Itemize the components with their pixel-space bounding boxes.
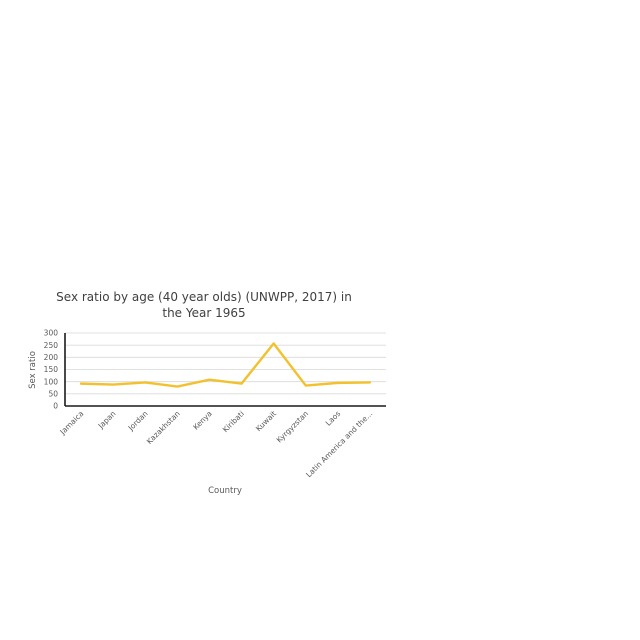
x-tick-label: Jordan: [126, 409, 150, 433]
x-tick-label: Latin America and the...: [304, 409, 374, 479]
y-tick-label: 100: [44, 377, 59, 386]
gridlines: [65, 332, 386, 395]
x-tick-label: Kazakhstan: [145, 409, 182, 446]
y-tick-label: 300: [44, 329, 59, 338]
y-axis-ticks: 0 50 100 150 200 250 300: [44, 329, 59, 411]
y-tick-label: 0: [53, 402, 58, 411]
x-tick-label: Kuwait: [254, 409, 278, 433]
x-tick-label: Laos: [324, 409, 343, 428]
chart-title-line-1: Sex ratio by age (40 year olds) (UNWPP, …: [56, 290, 352, 304]
chart-title-line-2: the Year 1965: [162, 306, 245, 320]
series-line: [79, 342, 372, 388]
y-tick-label: 50: [48, 389, 58, 398]
x-tick-label: Kenya: [191, 409, 214, 432]
y-tick-label: 200: [44, 353, 59, 362]
x-tick-label: Japan: [96, 409, 118, 431]
x-tick-label: Kiribati: [221, 409, 246, 434]
y-axis-label: Sex ratio: [28, 351, 38, 389]
series: [79, 342, 372, 388]
y-tick-label: 150: [44, 365, 59, 374]
x-axis-label: Country: [208, 486, 242, 496]
y-tick-label: 250: [44, 341, 59, 350]
x-tick-label: Kyrgyzstan: [275, 409, 311, 445]
x-tick-label: Jamaica: [58, 409, 86, 437]
